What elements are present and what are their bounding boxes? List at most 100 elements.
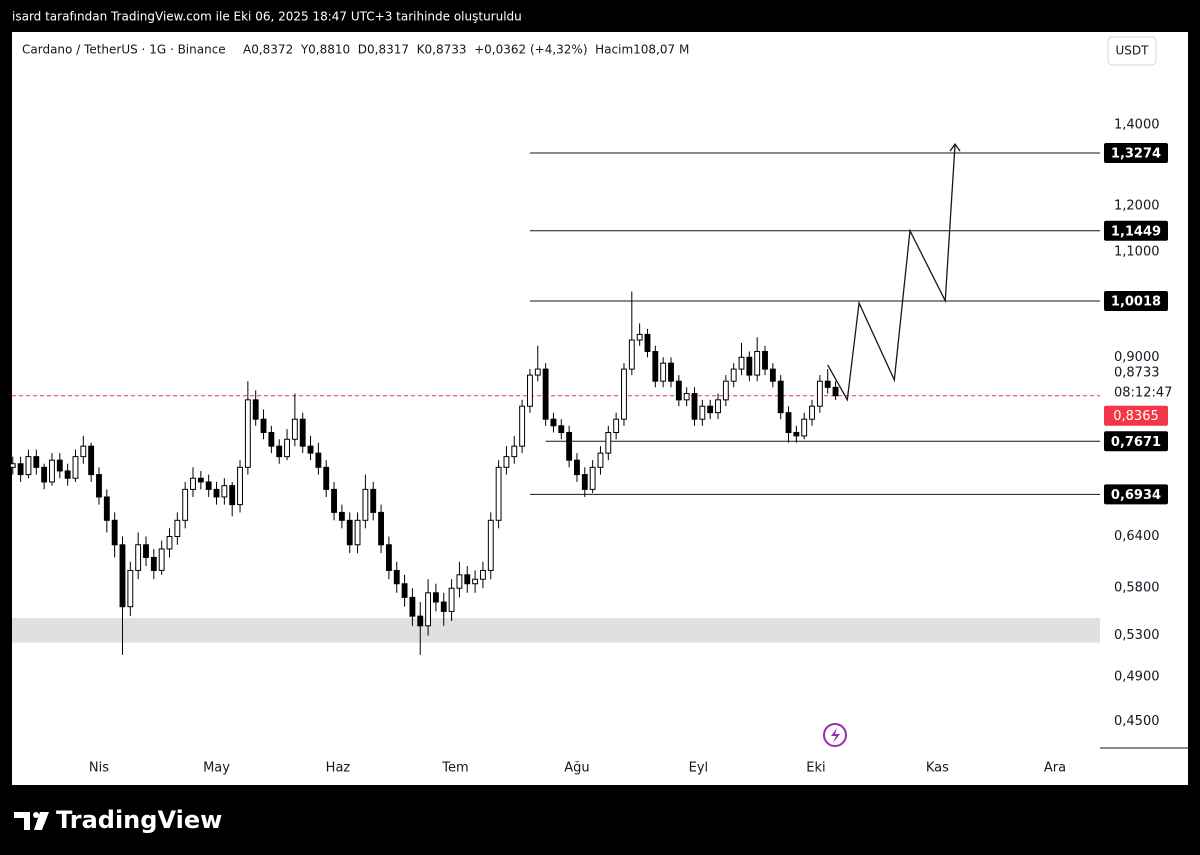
candle-body [229, 485, 236, 506]
level-label-box [1104, 290, 1168, 311]
candle-body [33, 456, 40, 468]
price-label: 0,8365 [1113, 409, 1159, 424]
candle-body [174, 519, 181, 537]
x-tick-label: Haz [326, 761, 351, 776]
candle-body [816, 380, 823, 407]
candle-body [127, 569, 134, 608]
candle-body [621, 368, 627, 420]
x-tick-label: Nis [89, 761, 109, 776]
candle-body [511, 445, 518, 458]
candle-body [393, 569, 400, 585]
candle-body [143, 544, 149, 558]
candle-body [691, 393, 698, 420]
candle-body [17, 463, 24, 476]
candle-body [362, 488, 369, 521]
candle-body [487, 519, 494, 571]
candle-body [205, 481, 212, 490]
level-label: 1,3274 [1111, 147, 1161, 162]
candle-body [707, 405, 714, 414]
candle-body [699, 405, 706, 420]
candle-body [221, 485, 228, 498]
level-label: 1,0018 [1111, 294, 1161, 309]
candle-body [291, 418, 298, 440]
candle-body [276, 445, 283, 458]
candle-body [566, 432, 573, 461]
currency-button[interactable] [1107, 36, 1157, 66]
candle-body [613, 418, 620, 434]
candle-body [268, 432, 275, 447]
candle-body [378, 511, 384, 546]
candle-body [354, 519, 361, 546]
logo-mark [14, 812, 30, 830]
candle-body [182, 488, 189, 521]
y-tick-label: 0,4500 [1114, 714, 1160, 729]
candle-body [448, 587, 455, 612]
projection [827, 144, 956, 402]
candle-body [581, 474, 588, 490]
candle-body [41, 466, 48, 483]
candle-body [715, 399, 721, 414]
candle-body [503, 456, 510, 468]
candle-body [88, 445, 95, 476]
candle-body [542, 368, 549, 420]
candle-body [111, 519, 118, 546]
candle-body [597, 452, 604, 468]
candle-body [785, 412, 792, 434]
ohlc: A0,8372 Y0,8810 D0,8317 K0,8733 +0,0362 … [243, 43, 689, 57]
candle-body [166, 535, 173, 550]
chart-panel [12, 32, 1188, 785]
candle-body [793, 432, 800, 437]
candle-body [103, 496, 110, 521]
price-label-box [1104, 405, 1168, 426]
candle-body [417, 615, 424, 627]
y-tick-label: 1,2000 [1114, 199, 1160, 214]
candle-body [425, 592, 432, 627]
candle-body [284, 438, 290, 458]
symbol: Cardano / TetherUS · 1G · Binance [22, 43, 226, 57]
candle-body [683, 393, 690, 401]
candle-body [197, 477, 204, 483]
candle-body [652, 350, 659, 382]
candle-body [495, 466, 502, 521]
event-bolt [831, 728, 840, 743]
candle-body [636, 333, 643, 341]
candle-body [315, 452, 322, 468]
support-zone [12, 618, 1100, 643]
y-tick-label: 0,6400 [1114, 529, 1160, 544]
x-tick-label: Eki [806, 761, 825, 776]
y-tick-label: 0,9000 [1114, 350, 1160, 365]
candle-body [675, 380, 682, 401]
candle-body [346, 519, 353, 546]
event-icon[interactable] [823, 723, 847, 747]
candle-body [769, 368, 776, 382]
candle-body [644, 333, 651, 352]
y-tick-label: 1,4000 [1114, 118, 1160, 133]
x-tick-label: May [203, 761, 230, 776]
candle-body [49, 459, 55, 483]
candle-body [64, 470, 71, 479]
candle-body [96, 474, 102, 498]
candle-body [80, 445, 87, 458]
x-tick-label: Ara [1044, 761, 1066, 776]
candle-body [72, 456, 79, 479]
candle-body [824, 380, 831, 388]
candle-body [472, 578, 479, 585]
candle-body [252, 399, 259, 420]
level-label: 0,7671 [1111, 435, 1161, 450]
candle-body [722, 380, 729, 401]
x-tick-label: Tem [441, 761, 468, 776]
caption: isard tarafından TradingView.com ile Eki… [12, 10, 522, 24]
candle-body [558, 425, 565, 434]
candle-body [660, 362, 667, 382]
candle-body [730, 368, 737, 382]
countdown: 08:12:47 [1114, 386, 1172, 401]
candle-body [9, 463, 16, 468]
candle-body [746, 356, 753, 376]
candle-body [25, 456, 32, 476]
logo-mark [34, 812, 49, 830]
candle-body [409, 596, 416, 617]
candle-body [550, 418, 557, 427]
candle-body [809, 405, 815, 420]
